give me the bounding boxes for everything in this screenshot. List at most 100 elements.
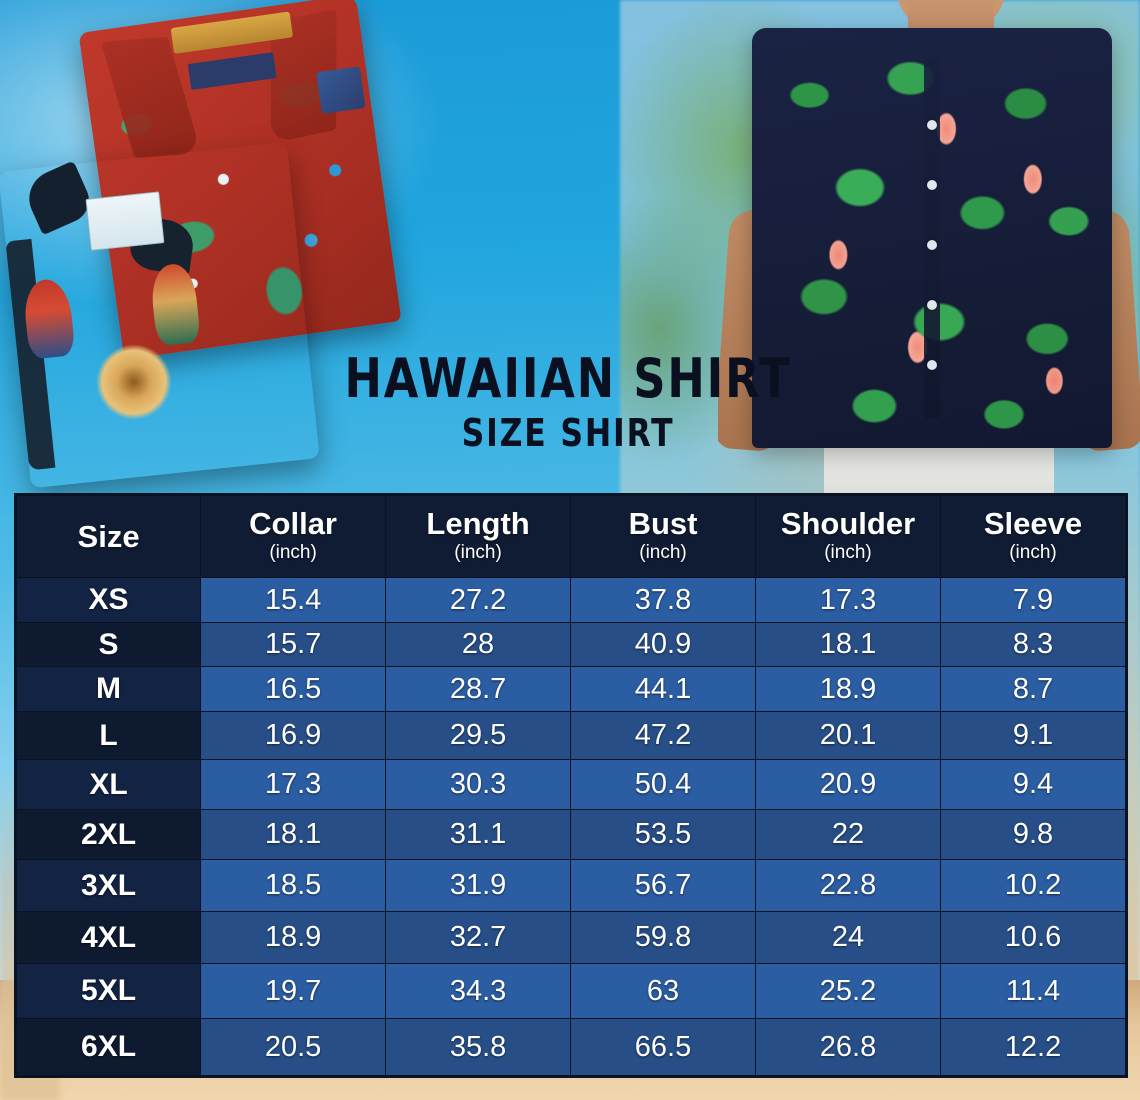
size-chart-table-container: Size Collar (inch) Length (inch) Bust (i… [14, 493, 1128, 1078]
red-shirt-sleeve-tag [316, 66, 366, 114]
cell-length: 30.3 [385, 759, 572, 810]
table-row: 3XL 18.5 31.9 56.7 22.8 10.2 [15, 859, 1127, 912]
size-chart-table: Size Collar (inch) Length (inch) Bust (i… [15, 495, 1127, 1076]
shirt-button [927, 360, 937, 370]
cell-sleeve: 12.2 [939, 1018, 1127, 1076]
cell-length: 29.5 [385, 711, 572, 760]
column-header-length-unit: (inch) [454, 541, 502, 563]
table-row: 5XL 19.7 34.3 63 25.2 11.4 [15, 963, 1127, 1019]
red-shirt-collar-left [100, 37, 202, 159]
model-photo [718, 0, 1140, 500]
cell-collar: 18.1 [200, 809, 387, 860]
title-block: HAWAIIAN SHIRT SIZE SHIRT [318, 347, 818, 455]
table-row: S 15.7 28 40.9 18.1 8.3 [15, 622, 1127, 667]
page-title: HAWAIIAN SHIRT [344, 347, 792, 410]
cell-sleeve: 8.3 [939, 622, 1127, 667]
cell-collar: 16.5 [200, 666, 387, 712]
cell-shoulder: 26.8 [755, 1018, 941, 1076]
cell-sleeve: 9.1 [939, 711, 1127, 760]
shirt-button [927, 120, 937, 130]
column-header-length: Length (inch) [385, 495, 572, 578]
blue-shirt-parrot-right [148, 262, 202, 347]
column-header-sleeve-label: Sleeve [983, 506, 1083, 542]
cell-bust: 59.8 [570, 911, 756, 964]
table-row: L 16.9 29.5 47.2 20.1 9.1 [15, 711, 1127, 760]
table-header-row: Size Collar (inch) Length (inch) Bust (i… [15, 495, 1127, 578]
cell-sleeve: 10.2 [939, 859, 1127, 912]
table-row: 2XL 18.1 31.1 53.5 22 9.8 [15, 809, 1127, 860]
table-row: 4XL 18.9 32.7 59.8 24 10.6 [15, 911, 1127, 964]
column-header-bust-label: Bust [628, 506, 698, 542]
cell-sleeve: 8.7 [939, 666, 1127, 712]
cell-collar: 15.7 [200, 622, 387, 667]
size-chart-body: XS 15.4 27.2 37.8 17.3 7.9 S 15.7 28 40.… [15, 577, 1127, 1076]
column-header-bust: Bust (inch) [570, 495, 756, 578]
cell-bust: 63 [570, 963, 756, 1019]
row-size-label: 6XL [15, 1018, 202, 1076]
cell-bust: 53.5 [570, 809, 756, 860]
cell-shoulder: 24 [755, 911, 941, 964]
blue-shirt-collar-left [20, 160, 97, 236]
column-header-collar: Collar (inch) [200, 495, 387, 578]
model-hawaiian-shirt [752, 28, 1112, 448]
column-header-collar-label: Collar [249, 506, 337, 542]
cell-bust: 47.2 [570, 711, 756, 760]
row-size-label: M [15, 666, 202, 712]
column-header-sleeve: Sleeve (inch) [939, 495, 1127, 578]
red-shirt-size-label [187, 52, 277, 90]
table-row: XS 15.4 27.2 37.8 17.3 7.9 [15, 577, 1127, 623]
cell-sleeve: 7.9 [939, 577, 1127, 623]
column-header-bust-unit: (inch) [639, 541, 687, 563]
cell-collar: 18.9 [200, 911, 387, 964]
cell-collar: 16.9 [200, 711, 387, 760]
cell-shoulder: 18.1 [755, 622, 941, 667]
column-header-collar-unit: (inch) [269, 541, 317, 563]
cell-length: 28 [385, 622, 572, 667]
cell-bust: 66.5 [570, 1018, 756, 1076]
cell-shoulder: 22.8 [755, 859, 941, 912]
row-size-label: 2XL [15, 809, 202, 860]
cell-shoulder: 25.2 [755, 963, 941, 1019]
column-header-size: Size [15, 495, 202, 578]
page-subtitle: SIZE SHIRT [461, 411, 675, 455]
cell-length: 35.8 [385, 1018, 572, 1076]
cell-bust: 44.1 [570, 666, 756, 712]
column-header-length-label: Length [426, 506, 530, 542]
row-size-label: XS [15, 577, 202, 623]
column-header-sleeve-unit: (inch) [1009, 541, 1057, 563]
row-size-label: 3XL [15, 859, 202, 912]
table-row: 6XL 20.5 35.8 66.5 26.8 12.2 [15, 1018, 1127, 1076]
shirt-placket [924, 58, 940, 418]
cell-length: 28.7 [385, 666, 572, 712]
row-size-label: 4XL [15, 911, 202, 964]
column-header-size-label: Size [77, 518, 140, 554]
cell-bust: 56.7 [570, 859, 756, 912]
cell-bust: 50.4 [570, 759, 756, 810]
blue-shirt-parrot-left [21, 277, 76, 360]
cell-shoulder: 20.9 [755, 759, 941, 810]
cell-collar: 18.5 [200, 859, 387, 912]
blue-shirt-pocket [85, 191, 165, 251]
cell-length: 27.2 [385, 577, 572, 623]
row-size-label: S [15, 622, 202, 667]
cell-sleeve: 9.8 [939, 809, 1127, 860]
cell-shoulder: 22 [755, 809, 941, 860]
row-size-label: L [15, 711, 202, 760]
cell-shoulder: 18.9 [755, 666, 941, 712]
cell-length: 31.9 [385, 859, 572, 912]
blue-shirt-hibiscus [86, 334, 182, 430]
cell-length: 34.3 [385, 963, 572, 1019]
shirt-button [927, 240, 937, 250]
cell-collar: 20.5 [200, 1018, 387, 1076]
column-header-shoulder-unit: (inch) [824, 541, 872, 563]
column-header-shoulder: Shoulder (inch) [755, 495, 941, 578]
cell-collar: 17.3 [200, 759, 387, 810]
cell-length: 32.7 [385, 911, 572, 964]
cell-length: 31.1 [385, 809, 572, 860]
cell-sleeve: 10.6 [939, 911, 1127, 964]
cell-shoulder: 17.3 [755, 577, 941, 623]
cell-collar: 15.4 [200, 577, 387, 623]
cell-sleeve: 11.4 [939, 963, 1127, 1019]
table-row: M 16.5 28.7 44.1 18.9 8.7 [15, 666, 1127, 712]
